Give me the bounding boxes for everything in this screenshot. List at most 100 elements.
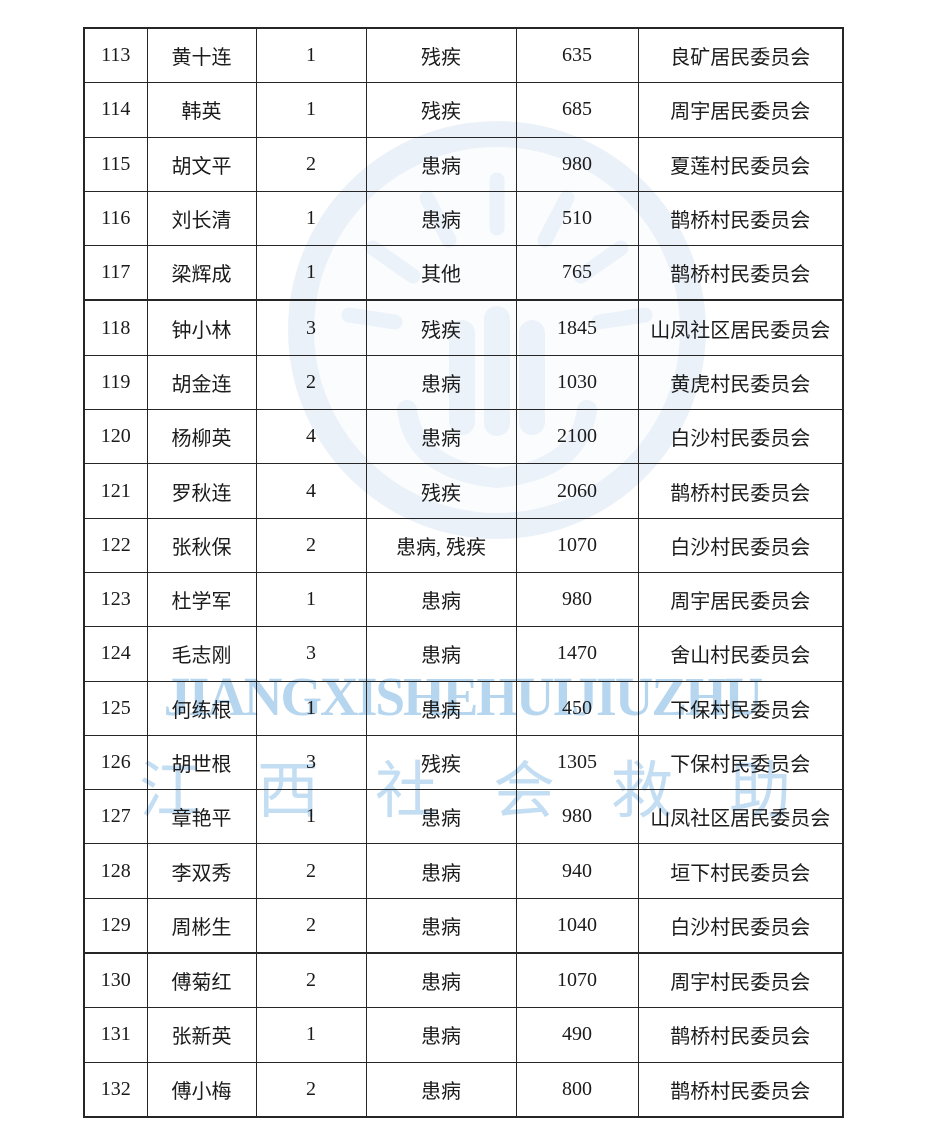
cell-amount: 2100 <box>515 409 639 465</box>
table-row: 117 梁辉成 1 其他 765 鹊桥村民委员会 <box>83 245 844 301</box>
cell-count: 3 <box>255 734 367 791</box>
cell-amount: 765 <box>515 245 639 301</box>
cell-serial-number: 130 <box>83 952 148 1009</box>
cell-name: 傅菊红 <box>146 952 257 1009</box>
cell-count: 2 <box>255 354 367 411</box>
cell-amount: 490 <box>515 1007 639 1063</box>
cell-amount: 1040 <box>515 897 639 954</box>
table-row: 123 杜学军 1 患病 980 周宇居民委员会 <box>83 571 844 628</box>
cell-count: 1 <box>255 245 367 301</box>
cell-serial-number: 117 <box>83 245 148 301</box>
table-row: 119 胡金连 2 患病 1030 黄虎村民委员会 <box>83 354 844 411</box>
cell-committee: 周宇居民委员会 <box>637 82 844 138</box>
cell-serial-number: 122 <box>83 517 148 573</box>
cell-amount: 980 <box>515 571 639 628</box>
table-row: 129 周彬生 2 患病 1040 白沙村民委员会 <box>83 897 844 954</box>
cell-category: 患病 <box>365 409 517 465</box>
table-row: 128 李双秀 2 患病 940 垣下村民委员会 <box>83 843 844 899</box>
cell-committee: 鹊桥村民委员会 <box>637 1007 844 1063</box>
cell-amount: 1070 <box>515 952 639 1009</box>
cell-count: 1 <box>255 680 367 736</box>
cell-committee: 鹊桥村民委员会 <box>637 190 844 247</box>
cell-committee: 山凤社区居民委员会 <box>637 299 844 356</box>
cell-committee: 白沙村民委员会 <box>637 409 844 465</box>
cell-amount: 685 <box>515 82 639 138</box>
table-body: 113 黄十连 1 残疾 635 良矿居民委员会 114 韩英 1 残疾 685… <box>83 27 844 1118</box>
cell-category: 患病 <box>365 136 517 192</box>
cell-count: 1 <box>255 82 367 138</box>
cell-name: 张新英 <box>146 1007 257 1063</box>
cell-name: 韩英 <box>146 82 257 138</box>
table-row: 113 黄十连 1 残疾 635 良矿居民委员会 <box>83 27 844 84</box>
cell-committee: 鹊桥村民委员会 <box>637 245 844 301</box>
table-row: 116 刘长清 1 患病 510 鹊桥村民委员会 <box>83 190 844 247</box>
cell-serial-number: 129 <box>83 897 148 954</box>
cell-serial-number: 115 <box>83 136 148 192</box>
cell-count: 3 <box>255 299 367 356</box>
cell-committee: 周宇居民委员会 <box>637 571 844 628</box>
cell-name: 李双秀 <box>146 843 257 899</box>
cell-serial-number: 123 <box>83 571 148 628</box>
cell-category: 残疾 <box>365 734 517 791</box>
cell-name: 黄十连 <box>146 27 257 84</box>
cell-count: 1 <box>255 190 367 247</box>
cell-serial-number: 120 <box>83 409 148 465</box>
cell-category: 患病 <box>365 897 517 954</box>
cell-category: 患病 <box>365 354 517 411</box>
cell-serial-number: 127 <box>83 789 148 845</box>
cell-amount: 2060 <box>515 463 639 519</box>
cell-serial-number: 121 <box>83 463 148 519</box>
cell-name: 毛志刚 <box>146 626 257 682</box>
cell-committee: 下保村民委员会 <box>637 680 844 736</box>
table-row: 124 毛志刚 3 患病 1470 舍山村民委员会 <box>83 626 844 682</box>
cell-category: 残疾 <box>365 299 517 356</box>
cell-count: 2 <box>255 843 367 899</box>
cell-name: 胡世根 <box>146 734 257 791</box>
cell-amount: 1470 <box>515 626 639 682</box>
cell-category: 患病 <box>365 789 517 845</box>
cell-name: 周彬生 <box>146 897 257 954</box>
cell-committee: 良矿居民委员会 <box>637 27 844 84</box>
cell-name: 章艳平 <box>146 789 257 845</box>
cell-amount: 510 <box>515 190 639 247</box>
cell-name: 傅小梅 <box>146 1061 257 1118</box>
table-row: 125 何练根 1 患病 450 下保村民委员会 <box>83 680 844 736</box>
cell-name: 胡文平 <box>146 136 257 192</box>
cell-category: 患病 <box>365 843 517 899</box>
cell-name: 罗秋连 <box>146 463 257 519</box>
cell-name: 张秋保 <box>146 517 257 573</box>
cell-name: 胡金连 <box>146 354 257 411</box>
cell-category: 患病 <box>365 626 517 682</box>
table-row: 121 罗秋连 4 残疾 2060 鹊桥村民委员会 <box>83 463 844 519</box>
cell-count: 2 <box>255 952 367 1009</box>
table-row: 120 杨柳英 4 患病 2100 白沙村民委员会 <box>83 409 844 465</box>
cell-count: 1 <box>255 571 367 628</box>
cell-category: 残疾 <box>365 27 517 84</box>
table-row: 114 韩英 1 残疾 685 周宇居民委员会 <box>83 82 844 138</box>
cell-category: 患病, 残疾 <box>365 517 517 573</box>
table-row: 132 傅小梅 2 患病 800 鹊桥村民委员会 <box>83 1061 844 1118</box>
cell-amount: 635 <box>515 27 639 84</box>
cell-serial-number: 118 <box>83 299 148 356</box>
cell-category: 残疾 <box>365 463 517 519</box>
cell-amount: 800 <box>515 1061 639 1118</box>
cell-committee: 白沙村民委员会 <box>637 897 844 954</box>
cell-committee: 黄虎村民委员会 <box>637 354 844 411</box>
cell-committee: 鹊桥村民委员会 <box>637 1061 844 1118</box>
cell-category: 其他 <box>365 245 517 301</box>
cell-count: 1 <box>255 1007 367 1063</box>
cell-committee: 下保村民委员会 <box>637 734 844 791</box>
cell-committee: 垣下村民委员会 <box>637 843 844 899</box>
cell-count: 4 <box>255 409 367 465</box>
cell-category: 患病 <box>365 1007 517 1063</box>
cell-category: 患病 <box>365 1061 517 1118</box>
table-row: 122 张秋保 2 患病, 残疾 1070 白沙村民委员会 <box>83 517 844 573</box>
cell-committee: 鹊桥村民委员会 <box>637 463 844 519</box>
cell-name: 杨柳英 <box>146 409 257 465</box>
cell-serial-number: 116 <box>83 190 148 247</box>
cell-serial-number: 126 <box>83 734 148 791</box>
table-row: 118 钟小林 3 残疾 1845 山凤社区居民委员会 <box>83 299 844 356</box>
cell-count: 2 <box>255 897 367 954</box>
cell-serial-number: 128 <box>83 843 148 899</box>
